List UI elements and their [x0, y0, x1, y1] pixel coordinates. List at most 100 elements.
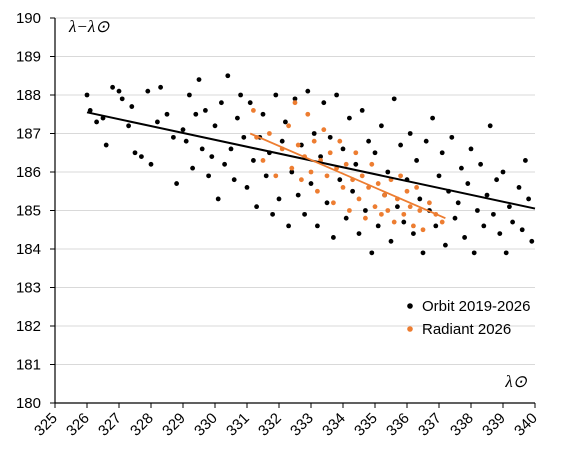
x-tick-label: 340 [511, 410, 541, 440]
orbit-data-point [433, 223, 439, 229]
orbit-data-point [497, 231, 503, 237]
radiant-data-point [331, 200, 336, 206]
orbit-data-point [225, 73, 231, 79]
radiant-data-point [379, 211, 384, 217]
y-tick-label: 189 [16, 49, 41, 66]
orbit-data-point [350, 188, 355, 194]
legend: Orbit 2019-2026 Radiant 2026 [407, 298, 530, 338]
orbit-data-point [395, 204, 400, 210]
orbit-data-point [155, 119, 160, 125]
points-layer [84, 73, 535, 256]
orbit-data-point [129, 104, 135, 109]
x-tick-label: 337 [415, 410, 445, 440]
radiant-data-point [398, 173, 403, 179]
x-axis-title: λ⊙ [504, 372, 527, 391]
radiant-data-point [311, 138, 317, 144]
radiant-data-point [363, 215, 368, 221]
grid-layer [55, 17, 535, 365]
y-tick-label: 183 [16, 280, 41, 297]
orbit-data-point [193, 111, 199, 117]
y-tick-label: 188 [16, 87, 41, 104]
y-tick-label: 190 [16, 10, 41, 27]
orbit-data-point [139, 154, 144, 160]
y-tick-label: 187 [16, 126, 41, 143]
orbit-data-point [388, 238, 394, 244]
orbit-data-point [334, 92, 339, 98]
orbit-data-point [279, 138, 285, 144]
axis-layer [50, 17, 536, 408]
radiant-data-point [251, 108, 256, 113]
orbit-data-point [222, 161, 228, 167]
trend-layer [86, 111, 536, 220]
orbit-data-point [235, 115, 240, 121]
orbit-data-point [212, 123, 218, 129]
orbit-data-point [449, 134, 455, 140]
radiant-data-point [407, 204, 413, 210]
orbit-data-point [119, 96, 125, 102]
orbit-data-point [209, 154, 215, 160]
orbit-data-point [487, 123, 493, 129]
radiant-data-point [439, 219, 445, 225]
orbit-data-point [286, 223, 291, 229]
radiant-data-point [292, 100, 298, 106]
orbit-data-point [215, 196, 221, 202]
radiant-data-point [411, 223, 416, 229]
radiant-data-point [353, 150, 359, 156]
orbit-data-point [295, 192, 301, 198]
orbit-data-point [145, 88, 151, 94]
orbit-data-point [84, 92, 90, 98]
orbit-data-point [321, 100, 327, 106]
radiant-data-point [315, 188, 320, 194]
orbit-data-point [475, 208, 480, 213]
y-tick-label: 184 [16, 241, 41, 258]
x-tick-label: 335 [351, 410, 381, 440]
orbit-data-point [481, 223, 487, 229]
radiant-data-point [305, 111, 311, 117]
orbit-data-point [459, 165, 464, 171]
radiant-data-point [375, 181, 381, 186]
orbit-data-point [436, 173, 442, 179]
orbit-data-point [126, 123, 131, 129]
orbit-data-point [273, 92, 279, 98]
y-tick-label: 185 [16, 203, 41, 220]
radiant-data-point [391, 219, 397, 225]
orbit-data-point [241, 134, 247, 140]
orbit-data-point [308, 181, 314, 186]
y-axis-title: λ−λ⊙ [68, 17, 110, 36]
radiant-data-point [347, 208, 352, 213]
y-tick-label: 186 [16, 164, 41, 181]
orbit-data-point [452, 215, 458, 221]
legend-label: Orbit 2019-2026 [422, 298, 530, 315]
orbit-data-point [203, 108, 208, 113]
orbit-data-point [462, 235, 467, 240]
orbit-data-point [401, 219, 407, 225]
radiant-data-point [286, 123, 291, 129]
orbit-data-point [347, 115, 352, 121]
x-tick-label: 326 [63, 410, 93, 440]
x-tick-label: 329 [159, 410, 189, 440]
orbit-data-point [443, 242, 448, 248]
orbit-data-point [324, 200, 330, 206]
orbit-data-point [529, 238, 535, 244]
radiant-data-point [327, 150, 333, 156]
radiant-data-point [267, 131, 272, 136]
orbit-data-point [206, 173, 212, 179]
orbit-data-point [87, 108, 93, 113]
orbit-data-point [311, 131, 317, 136]
radiant-data-point [385, 208, 391, 213]
radiant-data-point [308, 169, 314, 175]
orbit-data-point [420, 250, 426, 256]
orbit-data-point [366, 138, 371, 144]
y-tick-label: 180 [16, 395, 41, 412]
orbit-data-point [132, 150, 138, 156]
orbit-data-point [411, 231, 416, 237]
orbit-data-point [423, 138, 429, 144]
orbit-data-point [356, 231, 362, 237]
orbit-data-point [491, 211, 496, 217]
orbit-data-point [158, 84, 164, 90]
orbit-data-point [407, 131, 413, 136]
radiant-data-point [372, 204, 378, 210]
orbit-data-point [484, 192, 490, 198]
